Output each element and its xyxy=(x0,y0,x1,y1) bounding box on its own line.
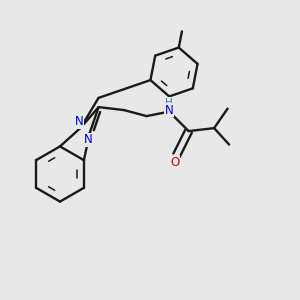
Text: N: N xyxy=(84,133,92,146)
Text: O: O xyxy=(170,156,180,169)
Text: N: N xyxy=(165,103,173,117)
Text: N: N xyxy=(75,115,83,128)
Text: H: H xyxy=(165,98,173,108)
